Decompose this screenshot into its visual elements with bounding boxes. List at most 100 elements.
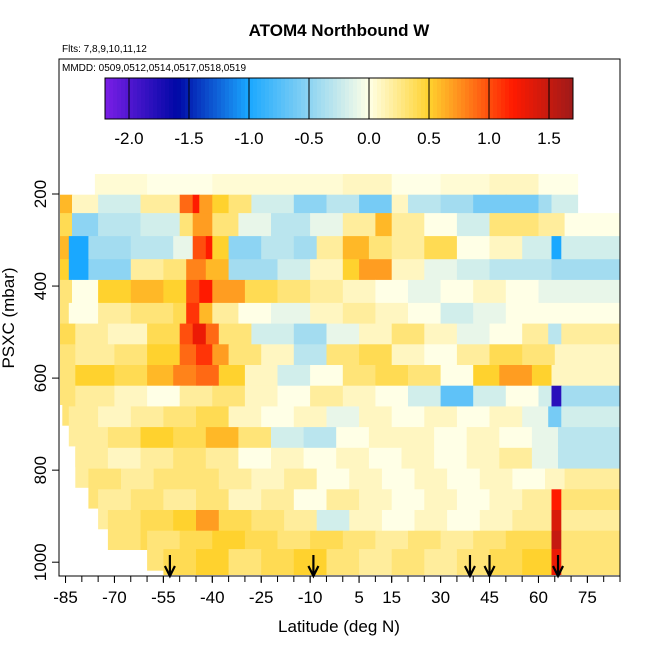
colorbar-swatch (497, 78, 502, 119)
colorbar-swatch (141, 78, 146, 119)
colorbar-swatch (425, 78, 430, 119)
colorbar-swatch (341, 78, 346, 119)
colorbar-swatch (265, 78, 270, 119)
colorbar-swatch (569, 78, 574, 119)
colorbar-swatch (393, 78, 398, 119)
colorbar-swatch (517, 78, 522, 119)
colorbar-swatch (181, 78, 186, 119)
plot-frame (58, 58, 621, 577)
y-tick-label: 1000 (31, 543, 50, 581)
y-tick-label: 800 (31, 456, 50, 484)
colorbar-swatch (429, 78, 434, 119)
colorbar-swatch (521, 78, 526, 119)
colorbar-swatch (149, 78, 154, 119)
colorbar-swatch (529, 78, 534, 119)
colorbar-swatch (297, 78, 302, 119)
x-tick-label: 5 (354, 588, 363, 607)
colorbar-swatch (361, 78, 366, 119)
colorbar-swatch (317, 78, 322, 119)
heatmap-cell (551, 236, 562, 277)
colorbar-swatch (273, 78, 278, 119)
colorbar-swatch (477, 78, 482, 119)
colorbar-swatch (201, 78, 206, 119)
heatmap-cell (551, 549, 562, 575)
heatmap-cell (261, 549, 295, 575)
colorbar-swatch (461, 78, 466, 119)
colorbar-swatch (421, 78, 426, 119)
x-tick-label: 45 (480, 588, 499, 607)
heatmap-cell (60, 259, 70, 300)
colorbar-swatch (357, 78, 362, 119)
colorbar-swatch (197, 78, 202, 119)
colorbar-swatch (313, 78, 318, 119)
colorbar-swatch (293, 78, 298, 119)
colorbar-swatch (325, 78, 330, 119)
colorbar-swatch (277, 78, 282, 119)
colorbar-tick-label: -1.0 (234, 129, 263, 148)
colorbar-swatch (301, 78, 306, 119)
colorbar-swatch (253, 78, 258, 119)
x-axis: -85 -70 -55 -40 -25 -10 5 15 30 45 60 75 (53, 576, 621, 607)
x-tick-label: -70 (102, 588, 127, 607)
colorbar-tick-label: 0.0 (357, 129, 381, 148)
x-tick-label: 75 (578, 588, 597, 607)
colorbar-swatch (305, 78, 310, 119)
colorbar-swatch (205, 78, 210, 119)
heatmap-cell (551, 385, 562, 426)
x-tick-label: 60 (529, 588, 548, 607)
colorbar-swatch (469, 78, 474, 119)
colorbar-swatch (257, 78, 262, 119)
x-tick-label: -25 (249, 588, 274, 607)
colorbar-swatch (161, 78, 166, 119)
colorbar-swatch (453, 78, 458, 119)
x-tick-label: -40 (200, 588, 225, 607)
x-axis-label: Latitude (deg N) (278, 617, 400, 636)
flights-subtitle: Flts: 7,8,9,10,11,12 (62, 44, 147, 55)
colorbar-swatch (549, 78, 554, 119)
colorbar-swatch (221, 78, 226, 119)
heatmap-cell (561, 549, 620, 575)
colorbar-swatch (437, 78, 442, 119)
colorbar-swatch (157, 78, 162, 119)
heatmap-cell (228, 549, 262, 575)
y-tick-label: 600 (31, 364, 50, 392)
heatmap-cell (359, 549, 393, 575)
colorbar-swatch (541, 78, 546, 119)
colorbar-swatch (241, 78, 246, 119)
y-axis: 200 400 600 800 1000 (31, 180, 59, 581)
heatmap-cell (489, 549, 523, 575)
colorbar-swatch (505, 78, 510, 119)
colorbar-swatch (337, 78, 342, 119)
colorbar-frame (104, 77, 574, 120)
colorbar-swatch (373, 78, 378, 119)
colorbar-swatch (481, 78, 486, 119)
colorbar-swatch (493, 78, 498, 119)
colorbar-swatch (385, 78, 390, 119)
colorbar-swatch (213, 78, 218, 119)
colorbar-swatch (289, 78, 294, 119)
colorbar-swatch (353, 78, 358, 119)
colorbar-swatch (401, 78, 406, 119)
colorbar-swatch (321, 78, 326, 119)
heatmap-cell (424, 549, 458, 575)
x-tick-label: -85 (53, 588, 78, 607)
colorbar-swatch (345, 78, 350, 119)
colorbar-swatch (369, 78, 374, 119)
colorbar-swatch (349, 78, 354, 119)
colorbar-tick-label: -2.0 (114, 129, 143, 148)
colorbar-swatch (413, 78, 418, 119)
colorbar-tick-label: 1.0 (477, 129, 501, 148)
colorbar-swatch (457, 78, 462, 119)
colorbar-swatch (441, 78, 446, 119)
colorbar-swatch (309, 78, 314, 119)
colorbar-swatch (365, 78, 370, 119)
colorbar-swatch (105, 78, 110, 119)
colorbar: -2.0 -1.5 -1.0 -0.5 0.0 0.5 1.0 1.5 (104, 77, 574, 148)
colorbar-swatch (249, 78, 254, 119)
colorbar-swatch (245, 78, 250, 119)
colorbar-swatch (405, 78, 410, 119)
colorbar-swatch (513, 78, 518, 119)
colorbar-swatch (509, 78, 514, 119)
colorbar-swatch (409, 78, 414, 119)
colorbar-swatch (557, 78, 562, 119)
